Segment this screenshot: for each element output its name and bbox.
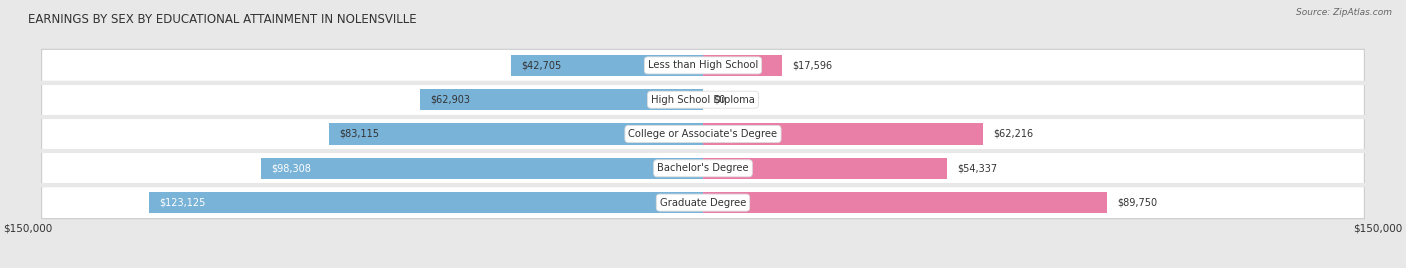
- Bar: [260, 158, 703, 179]
- Bar: [703, 55, 782, 76]
- Text: $17,596: $17,596: [793, 60, 832, 70]
- Text: $83,115: $83,115: [339, 129, 380, 139]
- Text: $98,308: $98,308: [271, 163, 311, 173]
- Text: Graduate Degree: Graduate Degree: [659, 198, 747, 208]
- Text: Less than High School: Less than High School: [648, 60, 758, 70]
- Text: $54,337: $54,337: [957, 163, 998, 173]
- Text: $62,903: $62,903: [430, 95, 470, 105]
- Text: $89,750: $89,750: [1116, 198, 1157, 208]
- Text: $62,216: $62,216: [993, 129, 1033, 139]
- FancyBboxPatch shape: [42, 49, 1364, 81]
- FancyBboxPatch shape: [42, 84, 1364, 116]
- Text: Source: ZipAtlas.com: Source: ZipAtlas.com: [1296, 8, 1392, 17]
- FancyBboxPatch shape: [42, 152, 1364, 184]
- Bar: [149, 192, 703, 213]
- Text: $123,125: $123,125: [159, 198, 205, 208]
- Bar: [420, 89, 703, 110]
- Text: $0: $0: [713, 95, 725, 105]
- Bar: [329, 123, 703, 145]
- Text: $42,705: $42,705: [522, 60, 561, 70]
- Text: EARNINGS BY SEX BY EDUCATIONAL ATTAINMENT IN NOLENSVILLE: EARNINGS BY SEX BY EDUCATIONAL ATTAINMEN…: [28, 13, 416, 26]
- FancyBboxPatch shape: [42, 187, 1364, 219]
- Bar: [510, 55, 703, 76]
- Text: Bachelor's Degree: Bachelor's Degree: [657, 163, 749, 173]
- FancyBboxPatch shape: [42, 118, 1364, 150]
- Text: College or Associate's Degree: College or Associate's Degree: [628, 129, 778, 139]
- Bar: [703, 158, 948, 179]
- Bar: [703, 192, 1107, 213]
- Bar: [703, 123, 983, 145]
- Text: High School Diploma: High School Diploma: [651, 95, 755, 105]
